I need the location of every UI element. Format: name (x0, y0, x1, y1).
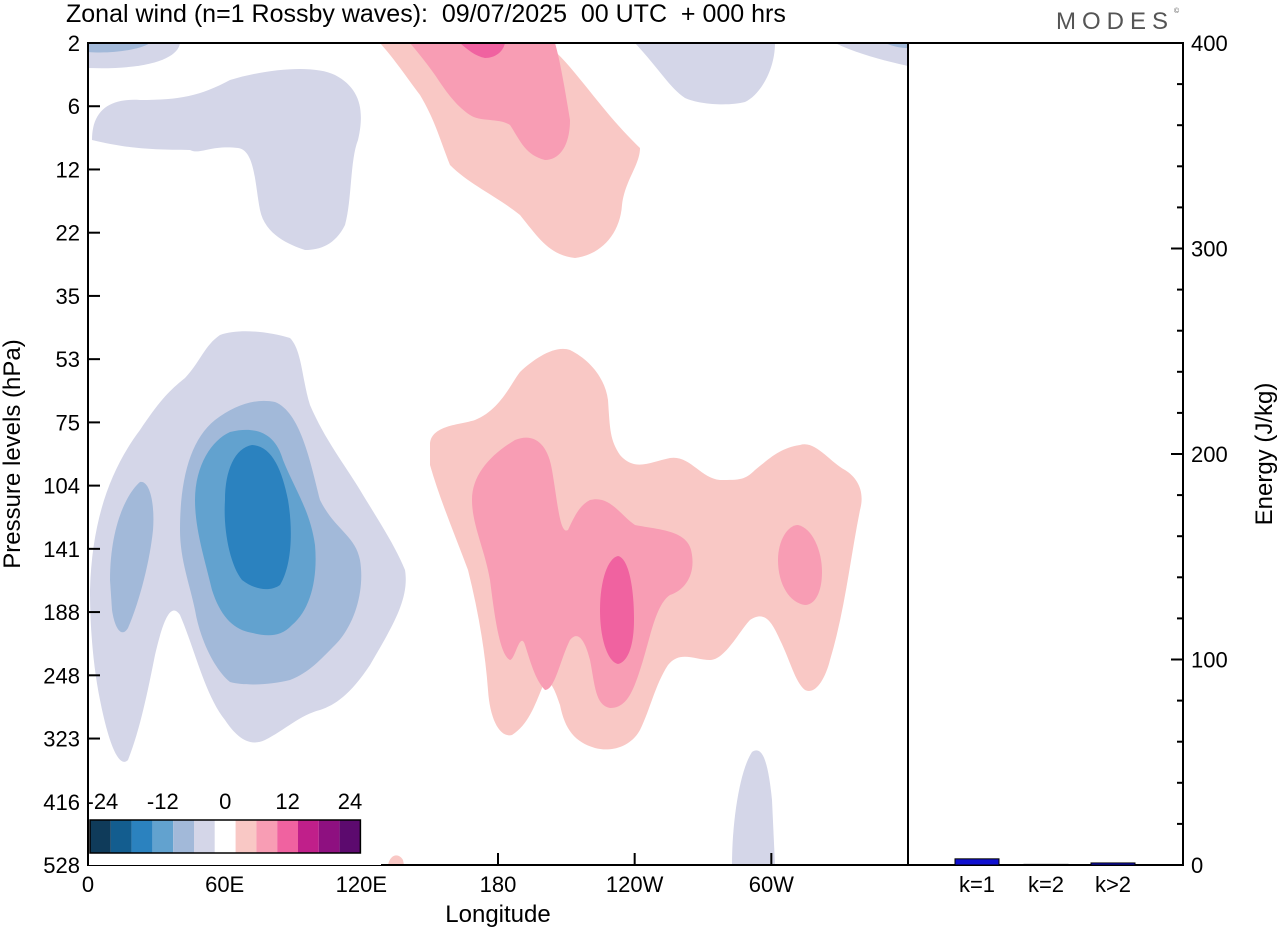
y-tick-label: 6 (68, 94, 80, 119)
y-tick-label: 323 (43, 727, 80, 752)
colorbar-label: 12 (275, 789, 299, 814)
y-tick-label: 2 (68, 31, 80, 56)
y-tick-label: 75 (56, 410, 80, 435)
contour-field (88, 43, 908, 865)
colorbar-swatch (110, 820, 132, 853)
x-tick-label: 60W (749, 872, 794, 897)
contour-neg-upper-left-b (88, 43, 150, 53)
y-tick-label: 141 (43, 537, 80, 562)
energy-category-label: k=2 (1028, 872, 1064, 897)
x-axis-title: Longitude (445, 901, 550, 928)
y-axis-title: Pressure levels (hPa) (0, 339, 26, 568)
colorbar-swatch (318, 820, 340, 853)
energy-tick-label: 400 (1191, 31, 1228, 56)
colorbar-swatch (277, 820, 298, 853)
brand-logo: MODES© (1056, 8, 1179, 36)
contour-neg-surface (732, 750, 775, 865)
y-tick-label: 12 (56, 157, 80, 182)
contour-pos-main-b (472, 437, 693, 708)
contour-pos-spot-c (388, 855, 404, 865)
colorbar-label: -24 (87, 789, 119, 814)
energy-tick-label: 100 (1191, 648, 1228, 673)
colorbar: -24 -12 0 12 24 (87, 789, 381, 865)
contour-pos-upper-c (460, 43, 505, 58)
energy-category-label: k=1 (959, 872, 995, 897)
energy-bar (1090, 862, 1136, 866)
colorbar-swatch (298, 820, 319, 853)
contour-neg-main-c (110, 481, 154, 633)
x-tick-label: 120W (606, 872, 664, 897)
energy-axis-title: Energy (J/kg) (1251, 383, 1278, 526)
contour-neg-upper-right-a (635, 43, 775, 105)
y-axis: 2 6 12 22 35 53 75 104 141 188 248 323 416 528 (43, 31, 100, 878)
colorbar-label: 24 (338, 789, 362, 814)
colorbar-swatch (152, 820, 174, 853)
energy-axis: 0 100 200 300 400 (1171, 31, 1228, 878)
energy-tick-label: 300 (1191, 237, 1228, 262)
y-tick-label: 53 (56, 347, 80, 372)
x-axis: 0 60E 120E 180 120W 60W (82, 853, 794, 897)
y-tick-label: 188 (43, 600, 80, 625)
energy-category-label: k>2 (1095, 872, 1131, 897)
contour-pos-main-d (600, 556, 634, 664)
colorbar-swatch (131, 820, 153, 853)
colorbar-swatch (339, 820, 361, 853)
colorbar-swatch (256, 820, 278, 853)
contour-neg-upper-right-b (835, 43, 908, 66)
x-tick-label: 180 (480, 872, 517, 897)
energy-bar (954, 858, 1000, 866)
energy-bars: k=1 k=2 k>2 (954, 858, 1136, 897)
contour-neg-main-e (224, 445, 291, 590)
colorbar-swatch (214, 820, 236, 853)
y-tick-label: 248 (43, 663, 80, 688)
colorbar-swatch (173, 820, 194, 853)
brand-text: MODES (1056, 8, 1175, 35)
chart-title: Zonal wind (n=1 Rossby waves): 09/07/202… (66, 0, 786, 28)
y-tick-label: 35 (56, 284, 80, 309)
colorbar-frame (89, 819, 362, 854)
y-tick-label: 416 (43, 790, 80, 815)
copyright-mark: © (1174, 8, 1180, 15)
contour-pos-upper-b (410, 43, 570, 160)
colorbar-swatch (235, 820, 257, 853)
energy-tick-label: 200 (1191, 442, 1228, 467)
energy-panel-frame (907, 42, 1184, 866)
x-tick-label: 120E (336, 872, 387, 897)
colorbar-swatch (194, 820, 215, 853)
colorbar-swatch (90, 820, 111, 853)
energy-bar (1023, 863, 1069, 866)
x-tick-label: 60E (205, 872, 244, 897)
contour-neg-upper-left-c (92, 68, 361, 250)
y-tick-label: 104 (43, 474, 80, 499)
y-tick-label: 22 (56, 221, 80, 246)
contour-neg-upper-right-c (885, 43, 908, 48)
colorbar-label: -12 (147, 789, 179, 814)
contour-pos-main-c (778, 525, 822, 605)
energy-tick-label: 0 (1191, 853, 1203, 878)
contour-pos-upper-a (380, 43, 640, 258)
colorbar-label: 0 (219, 789, 231, 814)
x-tick-label: 0 (82, 872, 94, 897)
y-tick-label: 528 (43, 853, 80, 878)
